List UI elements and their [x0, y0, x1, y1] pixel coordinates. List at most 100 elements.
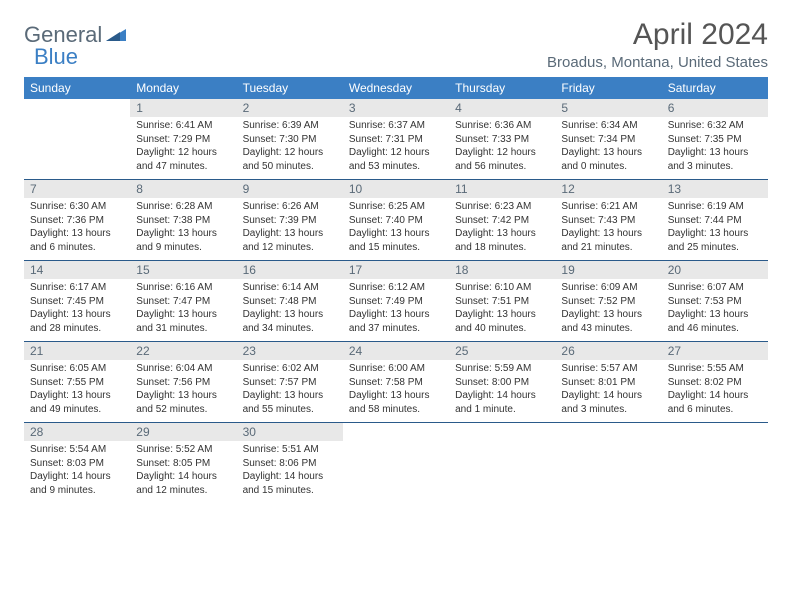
day-number: 12 — [555, 180, 661, 198]
sunset-text: Sunset: 7:38 PM — [136, 214, 230, 228]
day-details: Sunrise: 6:10 AMSunset: 7:51 PMDaylight:… — [449, 279, 555, 341]
sunset-text: Sunset: 7:35 PM — [668, 133, 762, 147]
sunset-text: Sunset: 7:43 PM — [561, 214, 655, 228]
daylight-text-2: and 47 minutes. — [136, 160, 230, 174]
calendar-cell: 23Sunrise: 6:02 AMSunset: 7:57 PMDayligh… — [237, 342, 343, 423]
calendar-cell: 25Sunrise: 5:59 AMSunset: 8:00 PMDayligh… — [449, 342, 555, 423]
sunrise-text: Sunrise: 6:30 AM — [30, 200, 124, 214]
sunset-text: Sunset: 7:57 PM — [243, 376, 337, 390]
daylight-text-2: and 56 minutes. — [455, 160, 549, 174]
day-details: Sunrise: 6:28 AMSunset: 7:38 PMDaylight:… — [130, 198, 236, 260]
calendar-cell: 5Sunrise: 6:34 AMSunset: 7:34 PMDaylight… — [555, 99, 661, 180]
day-number: 14 — [24, 261, 130, 279]
sunset-text: Sunset: 8:02 PM — [668, 376, 762, 390]
day-details: Sunrise: 6:09 AMSunset: 7:52 PMDaylight:… — [555, 279, 661, 341]
sunrise-text: Sunrise: 5:59 AM — [455, 362, 549, 376]
calendar-cell: 3Sunrise: 6:37 AMSunset: 7:31 PMDaylight… — [343, 99, 449, 180]
calendar-cell: 30Sunrise: 5:51 AMSunset: 8:06 PMDayligh… — [237, 423, 343, 504]
weekday-header: Saturday — [662, 77, 768, 99]
day-number: 1 — [130, 99, 236, 117]
day-details: Sunrise: 6:02 AMSunset: 7:57 PMDaylight:… — [237, 360, 343, 422]
day-details: Sunrise: 5:59 AMSunset: 8:00 PMDaylight:… — [449, 360, 555, 422]
daylight-text-1: Daylight: 14 hours — [136, 470, 230, 484]
weekday-header: Sunday — [24, 77, 130, 99]
location-subtitle: Broadus, Montana, United States — [547, 54, 768, 71]
daylight-text-2: and 34 minutes. — [243, 322, 337, 336]
calendar-week-row: 1Sunrise: 6:41 AMSunset: 7:29 PMDaylight… — [24, 99, 768, 180]
title-block: April 2024 Broadus, Montana, United Stat… — [547, 18, 768, 71]
weekday-header: Monday — [130, 77, 236, 99]
calendar-cell: 12Sunrise: 6:21 AMSunset: 7:43 PMDayligh… — [555, 180, 661, 261]
day-number: 4 — [449, 99, 555, 117]
day-details: Sunrise: 6:19 AMSunset: 7:44 PMDaylight:… — [662, 198, 768, 260]
calendar-week-row: 21Sunrise: 6:05 AMSunset: 7:55 PMDayligh… — [24, 342, 768, 423]
sunset-text: Sunset: 8:00 PM — [455, 376, 549, 390]
sunrise-text: Sunrise: 6:41 AM — [136, 119, 230, 133]
brand-part2: Blue — [34, 44, 78, 70]
calendar-cell: 19Sunrise: 6:09 AMSunset: 7:52 PMDayligh… — [555, 261, 661, 342]
weekday-header: Thursday — [449, 77, 555, 99]
calendar-cell — [449, 423, 555, 504]
daylight-text-1: Daylight: 13 hours — [561, 146, 655, 160]
daylight-text-1: Daylight: 13 hours — [668, 227, 762, 241]
sunset-text: Sunset: 8:06 PM — [243, 457, 337, 471]
sunrise-text: Sunrise: 6:02 AM — [243, 362, 337, 376]
sunrise-text: Sunrise: 6:26 AM — [243, 200, 337, 214]
day-number: 18 — [449, 261, 555, 279]
sunrise-text: Sunrise: 6:32 AM — [668, 119, 762, 133]
sunset-text: Sunset: 7:33 PM — [455, 133, 549, 147]
day-details: Sunrise: 6:41 AMSunset: 7:29 PMDaylight:… — [130, 117, 236, 179]
weekday-header: Friday — [555, 77, 661, 99]
day-number: 27 — [662, 342, 768, 360]
daylight-text-2: and 28 minutes. — [30, 322, 124, 336]
daylight-text-2: and 1 minute. — [455, 403, 549, 417]
day-details: Sunrise: 6:07 AMSunset: 7:53 PMDaylight:… — [662, 279, 768, 341]
daylight-text-2: and 31 minutes. — [136, 322, 230, 336]
calendar-cell: 17Sunrise: 6:12 AMSunset: 7:49 PMDayligh… — [343, 261, 449, 342]
sunrise-text: Sunrise: 6:17 AM — [30, 281, 124, 295]
sunrise-text: Sunrise: 6:21 AM — [561, 200, 655, 214]
daylight-text-1: Daylight: 14 hours — [455, 389, 549, 403]
daylight-text-1: Daylight: 13 hours — [30, 389, 124, 403]
calendar-cell: 22Sunrise: 6:04 AMSunset: 7:56 PMDayligh… — [130, 342, 236, 423]
sunset-text: Sunset: 7:36 PM — [30, 214, 124, 228]
calendar-cell: 18Sunrise: 6:10 AMSunset: 7:51 PMDayligh… — [449, 261, 555, 342]
daylight-text-1: Daylight: 13 hours — [349, 389, 443, 403]
sunrise-text: Sunrise: 6:12 AM — [349, 281, 443, 295]
day-number: 8 — [130, 180, 236, 198]
calendar-cell: 27Sunrise: 5:55 AMSunset: 8:02 PMDayligh… — [662, 342, 768, 423]
daylight-text-1: Daylight: 14 hours — [243, 470, 337, 484]
calendar-cell: 2Sunrise: 6:39 AMSunset: 7:30 PMDaylight… — [237, 99, 343, 180]
daylight-text-1: Daylight: 12 hours — [243, 146, 337, 160]
calendar-cell — [555, 423, 661, 504]
sunset-text: Sunset: 7:39 PM — [243, 214, 337, 228]
daylight-text-2: and 18 minutes. — [455, 241, 549, 255]
sunset-text: Sunset: 7:31 PM — [349, 133, 443, 147]
sunrise-text: Sunrise: 6:05 AM — [30, 362, 124, 376]
daylight-text-2: and 43 minutes. — [561, 322, 655, 336]
daylight-text-2: and 49 minutes. — [30, 403, 124, 417]
day-details: Sunrise: 5:52 AMSunset: 8:05 PMDaylight:… — [130, 441, 236, 503]
sunrise-text: Sunrise: 6:37 AM — [349, 119, 443, 133]
daylight-text-2: and 50 minutes. — [243, 160, 337, 174]
calendar-cell: 11Sunrise: 6:23 AMSunset: 7:42 PMDayligh… — [449, 180, 555, 261]
day-number: 30 — [237, 423, 343, 441]
day-details: Sunrise: 6:12 AMSunset: 7:49 PMDaylight:… — [343, 279, 449, 341]
daylight-text-2: and 9 minutes. — [136, 241, 230, 255]
sunset-text: Sunset: 7:44 PM — [668, 214, 762, 228]
daylight-text-1: Daylight: 13 hours — [243, 389, 337, 403]
weekday-header: Tuesday — [237, 77, 343, 99]
calendar-cell: 8Sunrise: 6:28 AMSunset: 7:38 PMDaylight… — [130, 180, 236, 261]
daylight-text-2: and 40 minutes. — [455, 322, 549, 336]
day-number: 17 — [343, 261, 449, 279]
sunrise-text: Sunrise: 6:00 AM — [349, 362, 443, 376]
brand-logo-line2: Blue — [34, 40, 78, 70]
daylight-text-2: and 3 minutes. — [561, 403, 655, 417]
calendar-table: Sunday Monday Tuesday Wednesday Thursday… — [24, 77, 768, 503]
calendar-cell: 15Sunrise: 6:16 AMSunset: 7:47 PMDayligh… — [130, 261, 236, 342]
daylight-text-1: Daylight: 13 hours — [30, 227, 124, 241]
day-number: 19 — [555, 261, 661, 279]
calendar-cell: 29Sunrise: 5:52 AMSunset: 8:05 PMDayligh… — [130, 423, 236, 504]
calendar-cell: 24Sunrise: 6:00 AMSunset: 7:58 PMDayligh… — [343, 342, 449, 423]
daylight-text-2: and 53 minutes. — [349, 160, 443, 174]
